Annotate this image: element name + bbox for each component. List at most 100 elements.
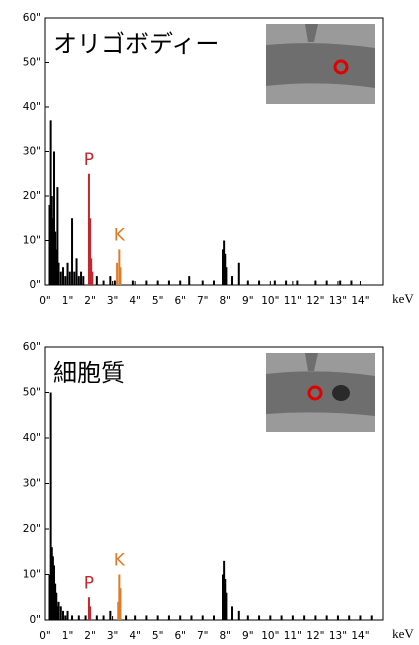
spectrum-bar xyxy=(48,204,51,285)
marker-circle xyxy=(307,385,323,401)
spectrum-bar xyxy=(102,280,105,285)
spectrum-bar xyxy=(190,615,193,620)
spectrum-bar xyxy=(54,583,57,620)
spectrum-bar xyxy=(370,615,373,620)
spectrum-bar xyxy=(125,615,128,620)
spectrum-bar xyxy=(269,615,272,620)
x-tick-label: 11" xyxy=(284,295,302,307)
x-tick-label: 6" xyxy=(174,630,186,642)
y-tick-label: 40" xyxy=(23,101,41,113)
spectrum-bar xyxy=(59,606,62,620)
spectrum-bar xyxy=(213,615,215,620)
spectrum-bar xyxy=(90,258,93,285)
spectrum-bar xyxy=(225,592,228,620)
y-tick-label: 20" xyxy=(23,523,41,535)
x-tick-label: 8" xyxy=(220,630,232,642)
x-tick-label: 1" xyxy=(62,295,74,307)
spectrum-bar xyxy=(49,120,52,285)
spectrum-bar xyxy=(222,574,225,620)
oligobody xyxy=(332,385,350,401)
x-tick-label: 7" xyxy=(197,630,209,642)
spectrum-bar xyxy=(62,610,65,620)
x-axis-label: keV xyxy=(392,626,414,641)
spectrum-bar xyxy=(258,280,261,285)
spectrum-bar xyxy=(223,560,226,620)
cell-shape xyxy=(266,43,375,88)
spectrum-bar xyxy=(82,276,85,285)
spectrum-bar xyxy=(131,280,134,285)
x-tick-label: 0" xyxy=(39,630,51,642)
spectrum-bar xyxy=(113,280,116,285)
spectrum-bar xyxy=(109,276,112,285)
spectrum-bar xyxy=(296,280,299,285)
x-tick-label: 2" xyxy=(84,630,96,642)
spectrum-bar xyxy=(53,565,56,620)
spectrum-bar xyxy=(188,276,191,285)
spectrum-bar xyxy=(258,615,261,620)
y-tick-label: 60" xyxy=(23,341,41,353)
x-tick-label: 10" xyxy=(261,295,279,307)
spectrum-bar xyxy=(285,280,288,285)
x-tick-label: 8" xyxy=(220,295,232,307)
cell-shape xyxy=(305,353,318,371)
x-tick-label: 13" xyxy=(329,295,347,307)
y-tick-label: 0" xyxy=(29,614,41,626)
spectrum-bar xyxy=(57,601,60,620)
spectrum-bar xyxy=(325,280,328,285)
x-tick-label: 14" xyxy=(351,295,369,307)
spectrum-bar xyxy=(57,262,60,285)
x-tick-label: 5" xyxy=(152,295,164,307)
spectrum-bar xyxy=(48,574,51,620)
x-tick-label: 11" xyxy=(284,630,302,642)
spectrum-bar xyxy=(325,615,328,620)
spectrum-bar xyxy=(118,249,121,285)
spectrum-bar xyxy=(56,187,59,285)
spectrum-bar xyxy=(145,280,148,285)
spectrum-bar xyxy=(62,267,65,285)
spectrum-bar xyxy=(54,231,57,285)
spectrum-bar xyxy=(237,262,240,285)
x-tick-label: 10" xyxy=(261,630,279,642)
spectrum-bar xyxy=(167,615,170,620)
spectrum-bar xyxy=(314,280,317,285)
spectrum-bar xyxy=(89,218,92,285)
y-tick-label: 30" xyxy=(23,478,41,490)
spectrum-bar xyxy=(339,280,342,285)
spectrum-bar xyxy=(359,615,362,620)
y-tick-label: 10" xyxy=(23,569,41,581)
spectrum-bar xyxy=(116,262,119,285)
x-tick-label: 9" xyxy=(242,630,254,642)
spectrum-bar xyxy=(64,276,67,285)
spectrum-bar xyxy=(49,392,52,620)
spectrum-bar xyxy=(75,258,78,285)
peak-label: K xyxy=(114,225,126,245)
spectrum-chart: 0" 10" 20" 30" 40" 50" 60" 0" 1" 2" 3" 4" 5" 6" 7" 8" 9"… xyxy=(23,341,415,642)
spectrum-bar xyxy=(273,280,276,285)
spectrum-bar xyxy=(66,262,69,285)
spectrum-bar xyxy=(95,276,98,285)
y-tick-label: 10" xyxy=(23,235,41,247)
x-tick-label: 9" xyxy=(242,295,254,307)
marker-circle xyxy=(333,59,349,75)
spectrum-bar xyxy=(55,592,58,620)
spectrum-bar xyxy=(73,271,76,285)
spectrum-bar xyxy=(117,601,120,620)
x-tick-label: 4" xyxy=(129,295,141,307)
spectrum-bar xyxy=(84,615,87,620)
spectrum-bar xyxy=(231,606,234,620)
spectrum-bar xyxy=(51,556,54,620)
spectrum-bar xyxy=(87,597,90,620)
spectrum-bar xyxy=(224,579,227,620)
spectrum-bar xyxy=(231,276,234,285)
spectrum-bar xyxy=(68,271,71,285)
x-axis-label: keV xyxy=(392,291,414,306)
spectrum-bar xyxy=(53,151,56,285)
spectrum-bar xyxy=(167,280,170,285)
x-tick-label: 13" xyxy=(329,630,347,642)
spectrum-bar xyxy=(77,615,80,620)
x-tick-label: 6" xyxy=(174,295,186,307)
spectrum-bar xyxy=(80,271,83,285)
y-tick-label: 60" xyxy=(23,12,41,24)
spectrum-bar xyxy=(71,615,74,620)
